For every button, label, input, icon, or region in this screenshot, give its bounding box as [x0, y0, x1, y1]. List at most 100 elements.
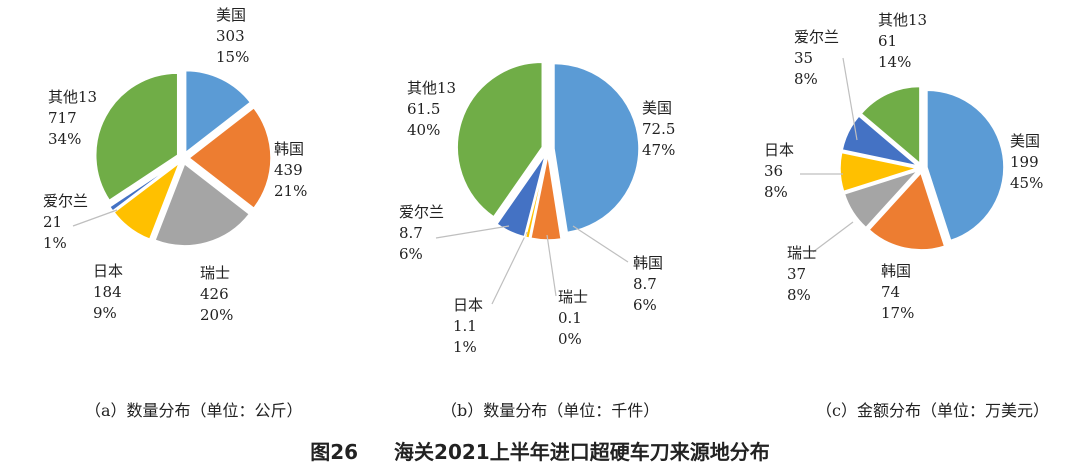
pie-slice-韩国 — [529, 154, 562, 241]
slice-percent-label: 6% — [633, 296, 657, 314]
slice-value-label: 61.5 — [407, 100, 440, 118]
slice-label: 韩国 8.7 6% — [633, 254, 663, 314]
slice-percent-label: 17% — [881, 304, 914, 322]
slice-percent-label: 40% — [407, 121, 440, 139]
slice-label: 其他13 61 14% — [878, 11, 927, 71]
slice-percent-label: 45% — [1010, 174, 1043, 192]
pie-slice-韩国 — [868, 171, 946, 251]
pie-slice-其他13 — [95, 72, 179, 202]
slice-percent-label: 8% — [794, 70, 818, 88]
slice-value-label: 199 — [1010, 153, 1039, 171]
slice-percent-label: 8% — [787, 286, 811, 304]
pie-slice-瑞士 — [843, 169, 921, 229]
slice-label: 韩国 439 21% — [274, 140, 307, 200]
slice-category-label: 其他13 — [48, 88, 97, 106]
pie-slice-韩国 — [187, 106, 272, 210]
pie-slice-其他13 — [456, 61, 544, 218]
slice-percent-label: 14% — [878, 53, 911, 71]
slice-label: 其他13 61.5 40% — [407, 79, 456, 139]
pie-chart-c: 美国 199 45% 韩国 74 17% 瑞士 37 8% 日本 36 8% 爱尔兰 35 8% 其他13 61… — [764, 11, 1043, 322]
slice-value-label: 21 — [43, 213, 62, 231]
slice-value-label: 1.1 — [453, 317, 477, 335]
slice-category-label: 韩国 — [633, 254, 663, 272]
slice-percent-label: 1% — [453, 338, 477, 356]
slice-label: 其他13 717 34% — [48, 88, 97, 148]
slice-label: 美国 303 15% — [216, 6, 249, 66]
slice-percent-label: 15% — [216, 48, 249, 66]
chart-a-caption: （a）数量分布（单位：公斤） — [85, 401, 303, 420]
slice-label: 爱尔兰 35 8% — [794, 28, 839, 88]
slice-percent-label: 21% — [274, 182, 307, 200]
slice-label: 韩国 74 17% — [881, 262, 914, 322]
pie-slice-美国 — [926, 89, 1005, 242]
leader-line — [546, 234, 557, 297]
slice-percent-label: 6% — [399, 245, 423, 263]
pie-slice-瑞士 — [153, 162, 251, 247]
figure-caption: 图26 海关2021上半年进口超硬车刀来源地分布 — [0, 436, 1080, 465]
pie-slice-爱尔兰 — [495, 154, 547, 238]
pies-layer: 美国 303 15% 韩国 439 21% 瑞士 426 20% 日本 184 9% 爱尔兰 21 1% 其他… — [43, 6, 1043, 356]
pie-chart-a: 美国 303 15% 韩国 439 21% 瑞士 426 20% 日本 184 9% 爱尔兰 21 1% 其他… — [43, 6, 307, 324]
slice-value-label: 426 — [200, 285, 229, 303]
slice-category-label: 美国 — [642, 99, 672, 117]
slice-value-label: 61 — [878, 32, 897, 50]
slice-percent-label: 8% — [764, 183, 788, 201]
slice-value-label: 717 — [48, 109, 77, 127]
slice-label: 日本 184 9% — [93, 262, 123, 322]
slice-label: 美国 72.5 47% — [642, 99, 675, 159]
slice-value-label: 0.1 — [558, 309, 582, 327]
slice-label: 爱尔兰 21 1% — [43, 192, 88, 252]
chart-b-caption: （b）数量分布（单位：千件） — [441, 401, 660, 420]
slice-value-label: 8.7 — [399, 224, 423, 242]
slice-label: 日本 1.1 1% — [453, 296, 483, 356]
slice-category-label: 其他13 — [407, 79, 456, 97]
slice-label: 美国 199 45% — [1010, 132, 1043, 192]
slice-value-label: 184 — [93, 283, 122, 301]
slice-value-label: 303 — [216, 27, 245, 45]
slice-value-label: 72.5 — [642, 120, 675, 138]
slice-category-label: 其他13 — [878, 11, 927, 29]
slice-value-label: 37 — [787, 265, 806, 283]
slice-value-label: 36 — [764, 162, 783, 180]
slice-category-label: 爱尔兰 — [43, 192, 88, 210]
slice-category-label: 美国 — [216, 6, 246, 24]
slice-value-label: 35 — [794, 49, 813, 67]
slice-label: 日本 36 8% — [764, 141, 794, 201]
pie-slice-美国 — [553, 62, 640, 234]
figure-number: 图26 — [310, 440, 359, 464]
slice-percent-label: 9% — [93, 304, 117, 322]
slice-value-label: 74 — [881, 283, 900, 301]
figure-title: 海关2021上半年进口超硬车刀来源地分布 — [394, 440, 770, 464]
slice-category-label: 瑞士 — [787, 244, 817, 262]
pie-slice-爱尔兰 — [841, 114, 918, 167]
slice-category-label: 瑞士 — [200, 264, 230, 282]
slice-label: 瑞士 37 8% — [787, 244, 817, 304]
leader-line — [572, 225, 629, 263]
slice-value-label: 8.7 — [633, 275, 657, 293]
pie-slice-其他13 — [860, 85, 921, 166]
pie-chart-b: 美国 72.5 47% 韩国 8.7 6% 瑞士 0.1 0% 日本 1.1 1% 爱尔兰 8.7 6% 其他… — [399, 61, 675, 356]
leader-line — [812, 221, 854, 253]
slice-percent-label: 47% — [642, 141, 675, 159]
slice-label: 瑞士 426 20% — [200, 264, 233, 324]
slice-value-label: 439 — [274, 161, 303, 179]
pie-slice-日本 — [524, 154, 548, 239]
slice-label: 爱尔兰 8.7 6% — [399, 203, 444, 263]
leader-line — [842, 57, 858, 141]
slice-percent-label: 1% — [43, 234, 67, 252]
leader-line — [435, 225, 510, 239]
slice-percent-label: 34% — [48, 130, 81, 148]
pie-slice-美国 — [184, 69, 252, 155]
slice-category-label: 日本 — [93, 262, 123, 280]
chart-c-caption: （c）金额分布（单位：万美元） — [816, 401, 1049, 420]
slice-percent-label: 0% — [558, 330, 582, 348]
slice-category-label: 韩国 — [881, 262, 911, 280]
leader-line — [491, 231, 528, 305]
slice-category-label: 美国 — [1010, 132, 1040, 150]
pie-slice-日本 — [112, 160, 182, 241]
slice-category-label: 爱尔兰 — [794, 28, 839, 46]
slice-label: 瑞士 0.1 0% — [558, 288, 588, 348]
slice-category-label: 瑞士 — [558, 288, 588, 306]
slice-category-label: 韩国 — [274, 140, 304, 158]
